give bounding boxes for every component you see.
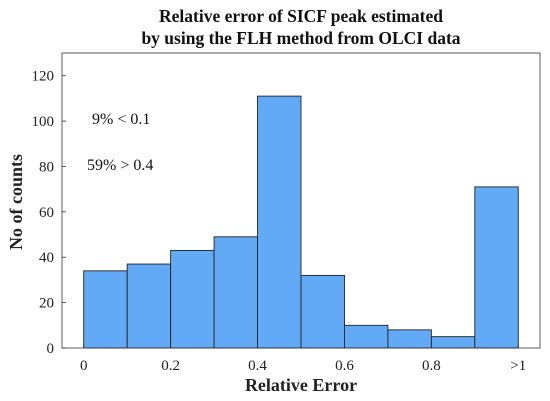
x-tick-label: 0.6: [335, 358, 354, 374]
chart-title-line-2: by using the FLH method from OLCI data: [141, 28, 461, 48]
histogram-bar: [344, 324, 389, 349]
y-tick-label: 100: [32, 114, 55, 130]
x-tick-label: 0.4: [248, 358, 267, 374]
x-tick-label: >1: [510, 358, 526, 374]
x-tick-label: 0.8: [422, 358, 441, 374]
histogram-bar: [430, 336, 476, 349]
y-tick-label: 80: [39, 159, 54, 175]
histogram-bar: [170, 249, 215, 349]
plot-frame: [61, 52, 541, 349]
chart-title-line-1: Relative error of SICF peak estimated: [159, 6, 443, 26]
y-ticks-group: 0 20 40 60 80 100 120: [32, 69, 66, 357]
histogram-bar: [257, 95, 302, 349]
y-tick-label: 40: [39, 250, 54, 266]
annotation-below-0-1: 9% < 0.1: [92, 111, 150, 128]
y-tick-label: 120: [32, 69, 55, 85]
y-tick-label: 0: [47, 341, 55, 357]
histogram-bar: [387, 329, 432, 349]
bars-group: [83, 95, 519, 349]
histogram-bar: [300, 274, 345, 349]
y-tick-label: 20: [39, 296, 54, 312]
histogram-bar: [474, 186, 519, 349]
histogram-bar: [83, 270, 128, 349]
x-tick-label: 0.2: [161, 358, 180, 374]
x-ticks-group: 0 0.2 0.4 0.6 0.8 >1: [80, 344, 526, 374]
y-axis-label: No of counts: [6, 154, 26, 250]
y-tick-label: 60: [39, 205, 54, 221]
x-tick-label: 0: [80, 358, 88, 374]
annotation-above-0-4: 59% > 0.4: [87, 157, 153, 174]
x-axis-label: Relative Error: [245, 375, 357, 395]
histogram-bar: [213, 236, 258, 349]
histogram-bar: [126, 263, 172, 349]
